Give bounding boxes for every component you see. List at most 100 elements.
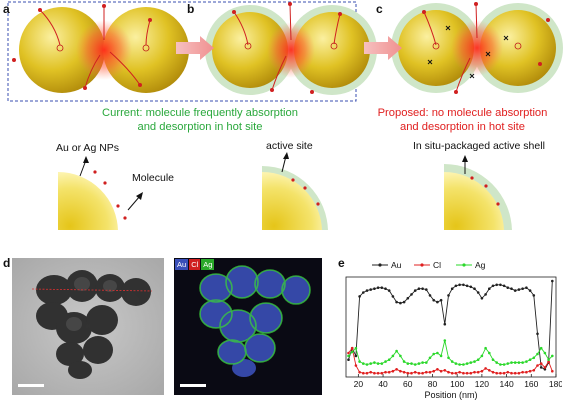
point-au <box>462 283 465 287</box>
point-ag <box>402 360 406 363</box>
point-ag <box>391 354 395 358</box>
point-cl <box>502 371 506 375</box>
point-au <box>443 322 447 326</box>
point-cl <box>439 369 443 373</box>
point-ag <box>369 362 372 365</box>
point-au <box>373 287 376 290</box>
point-ag <box>428 356 432 360</box>
point-au <box>384 287 387 290</box>
point-ag <box>362 362 365 365</box>
label-active-site: active site <box>266 140 313 152</box>
point-ag <box>525 360 528 363</box>
point-cl <box>410 371 413 375</box>
quarter-active-site <box>262 152 328 230</box>
point-ag <box>506 362 510 365</box>
point-ag <box>547 358 550 361</box>
point-au <box>391 295 395 298</box>
point-au <box>476 291 480 294</box>
point-au <box>387 289 391 292</box>
point-ag <box>380 362 384 365</box>
point-ag <box>406 362 410 365</box>
panel-label-c: c <box>376 2 383 16</box>
point-ag <box>462 363 465 366</box>
point-ag <box>421 361 424 364</box>
point-cl <box>521 370 524 374</box>
point-au <box>395 300 398 304</box>
point-cl <box>484 367 487 370</box>
point-au <box>473 287 476 290</box>
point-au <box>506 286 510 289</box>
caption-proposed-line1: Proposed: no molecule absorption <box>377 107 548 119</box>
point-au <box>447 294 450 297</box>
point-au <box>543 368 547 371</box>
point-cl <box>488 369 491 372</box>
panel-label-a: a <box>3 2 10 16</box>
point-au <box>358 295 361 298</box>
point-cl <box>517 371 521 375</box>
point-ag <box>358 360 361 363</box>
eds-legend-cl: Cl <box>189 259 201 270</box>
point-ag <box>347 354 350 358</box>
series-line-cl <box>348 347 553 374</box>
point-cl <box>510 371 513 375</box>
point-cl <box>491 370 495 374</box>
quarter-shell <box>444 155 512 230</box>
point-cl <box>551 369 554 373</box>
x-axis-label: Position (nm) <box>424 390 477 400</box>
point-ag <box>521 361 524 364</box>
point-au <box>354 354 358 358</box>
point-cl <box>476 370 480 374</box>
point-au <box>432 298 435 302</box>
point-ag <box>436 351 439 355</box>
point-cl <box>399 369 402 373</box>
x-tick-label: 40 <box>378 379 388 389</box>
point-cl <box>513 371 517 375</box>
label-au-ag-nps: Au or Ag NPs <box>56 142 120 154</box>
point-cl <box>465 371 469 375</box>
point-ag <box>387 358 391 361</box>
series-line-au <box>348 280 553 370</box>
point-au <box>439 298 443 302</box>
point-ag <box>373 361 376 364</box>
x-tick-label: 20 <box>354 379 364 389</box>
point-cl <box>421 371 424 375</box>
point-ag <box>469 361 473 364</box>
point-au <box>536 332 539 336</box>
caption-current-line1: Current: molecule frequently absorption <box>102 107 298 119</box>
point-au <box>510 287 513 290</box>
point-au <box>491 284 495 288</box>
point-ag <box>413 363 417 366</box>
point-au <box>417 287 421 290</box>
point-cl <box>480 369 484 373</box>
point-cl <box>536 364 539 367</box>
point-au <box>528 289 532 292</box>
point-au <box>499 283 502 287</box>
point-cl <box>425 370 428 374</box>
point-cl <box>376 371 380 375</box>
point-ag <box>510 361 513 364</box>
point-ag <box>473 360 476 363</box>
point-au <box>484 293 487 296</box>
quarter-au-ag <box>58 156 143 230</box>
point-au <box>517 288 521 291</box>
point-au <box>425 288 428 291</box>
blocked-marks <box>427 25 509 79</box>
point-cl <box>473 370 476 374</box>
point-au <box>362 291 365 294</box>
point-au <box>436 300 439 304</box>
molecule-trajectories <box>39 3 478 93</box>
point-cl <box>454 371 458 375</box>
point-ag <box>439 354 443 358</box>
point-ag <box>410 362 413 365</box>
point-ag <box>450 360 454 363</box>
point-au <box>402 300 406 304</box>
point-cl <box>384 370 387 374</box>
point-cl <box>358 370 361 374</box>
eds-legend: Au Cl Ag <box>175 259 215 270</box>
point-au <box>450 287 454 290</box>
point-au <box>410 293 413 296</box>
point-cl <box>362 371 365 375</box>
point-cl <box>528 369 532 373</box>
point-ag <box>447 356 450 360</box>
point-au <box>369 288 372 291</box>
